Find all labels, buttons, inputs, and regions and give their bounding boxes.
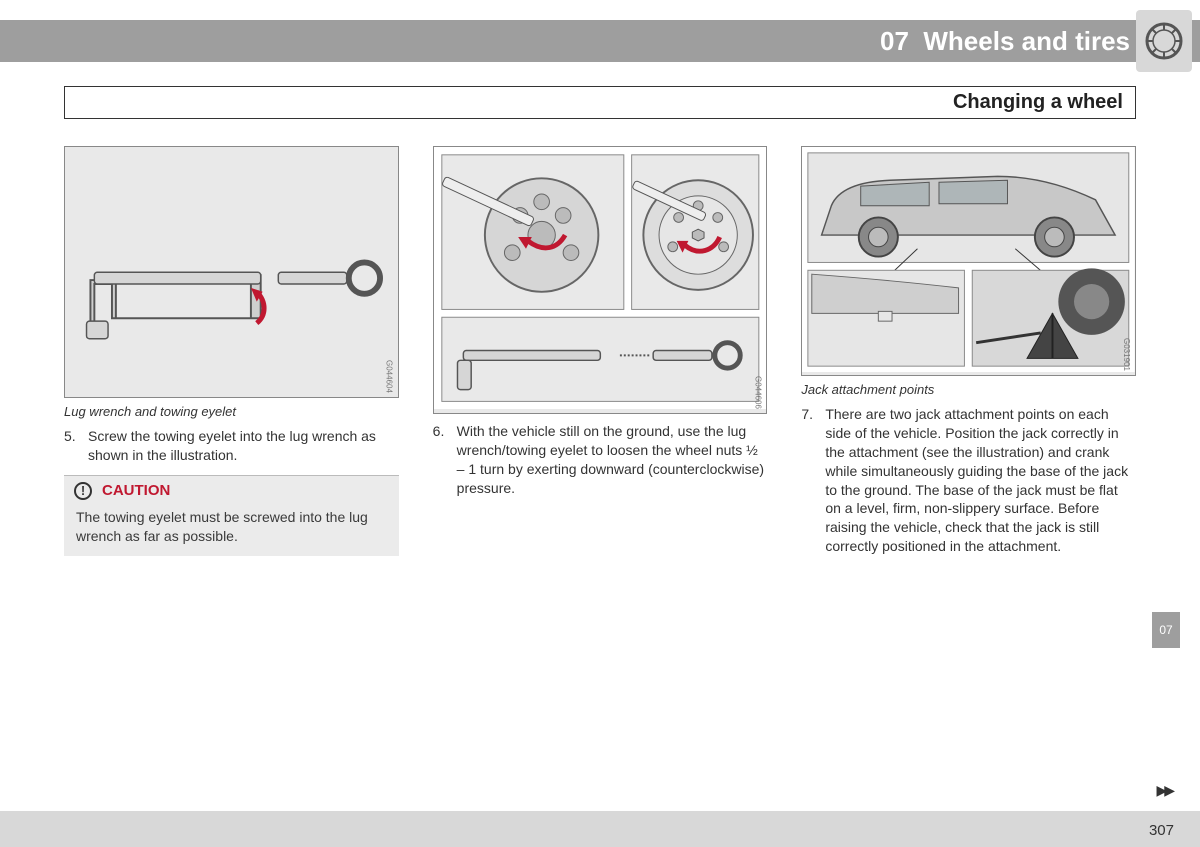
caution-label: CAUTION xyxy=(102,482,170,499)
chapter-name: Wheels and tires xyxy=(923,26,1130,56)
column-1: G044604 Lug wrench and towing eyelet 5. … xyxy=(64,146,399,566)
step-5: 5. Screw the towing eyelet into the lug … xyxy=(64,427,399,465)
footer-bar: 307 xyxy=(0,811,1200,847)
figure-code: G044606 xyxy=(753,376,762,409)
step-text: There are two jack attachment points on … xyxy=(825,405,1136,556)
section-title-box: Changing a wheel xyxy=(64,86,1136,119)
step-number: 7. xyxy=(801,405,825,556)
caution-header: ! CAUTION xyxy=(64,476,399,504)
figure-caption: Lug wrench and towing eyelet xyxy=(64,404,399,419)
continuation-icon: ▶▶ xyxy=(1156,782,1172,799)
caution-body: The towing eyelet must be screwed into t… xyxy=(64,504,399,556)
figure-code: G044604 xyxy=(385,360,394,393)
chapter-number: 07 xyxy=(880,26,909,56)
figure-jack-points: G031901 xyxy=(801,146,1136,376)
step-text: With the vehicle still on the ground, us… xyxy=(457,422,768,498)
side-tab: 07 xyxy=(1152,612,1180,648)
step-number: 6. xyxy=(433,422,457,498)
step-7: 7. There are two jack attachment points … xyxy=(801,405,1136,556)
chapter-header-bar: 07 Wheels and tires xyxy=(0,20,1200,62)
figure-loosen-nuts: G044606 xyxy=(433,146,768,414)
column-2: G044606 6. With the vehicle still on the… xyxy=(433,146,768,566)
figure-lug-wrench: G044604 xyxy=(64,146,399,398)
caution-box: ! CAUTION The towing eyelet must be scre… xyxy=(64,475,399,556)
column-3: G031901 Jack attachment points 7. There … xyxy=(801,146,1136,566)
figure-caption: Jack attachment points xyxy=(801,382,1136,397)
chapter-title: 07 Wheels and tires xyxy=(880,26,1130,57)
step-number: 5. xyxy=(64,427,88,465)
caution-icon: ! xyxy=(74,482,92,500)
step-text: Screw the towing eyelet into the lug wre… xyxy=(88,427,399,465)
content-columns: G044604 Lug wrench and towing eyelet 5. … xyxy=(64,146,1136,566)
page-number: 307 xyxy=(1149,822,1174,839)
section-title: Changing a wheel xyxy=(953,91,1123,113)
step-6: 6. With the vehicle still on the ground,… xyxy=(433,422,768,498)
tire-icon xyxy=(1136,10,1192,72)
figure-code: G031901 xyxy=(1122,338,1131,371)
